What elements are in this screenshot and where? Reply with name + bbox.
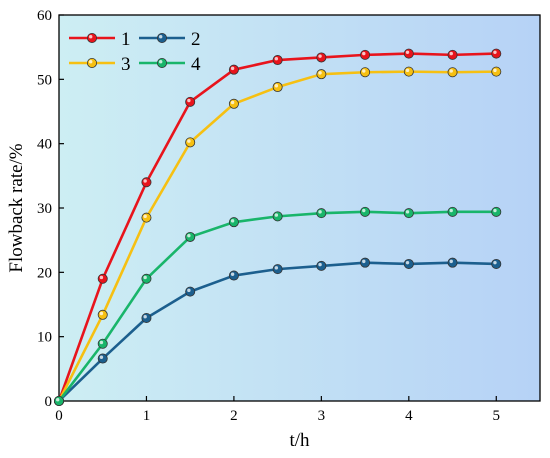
x-tick-label: 2 [230,408,238,424]
data-point [141,177,152,188]
data-point [228,217,239,228]
legend-marker [156,33,167,44]
y-tick-label: 40 [37,137,52,153]
legend-label: 4 [191,54,201,75]
legend-item-1: 1 [69,29,131,50]
data-point [447,49,458,60]
data-point [185,96,196,107]
x-tick-label: 3 [318,408,326,424]
x-tick-label: 1 [143,408,151,424]
legend-marker [87,58,98,69]
y-axis-title: Flowback rate/% [6,143,27,272]
y-tick-label: 10 [37,330,52,346]
legend: 1 2 3 4 [69,29,201,75]
data-point [403,48,414,59]
data-point [491,206,502,217]
legend-marker [87,33,98,44]
data-point [360,49,371,60]
data-point [491,48,502,59]
data-point [97,273,108,284]
legend-label: 3 [121,54,131,75]
legend-item-2: 2 [139,29,201,50]
data-point [447,257,458,268]
y-tick-label: 20 [37,265,52,281]
y-tick-label: 50 [37,72,52,88]
data-point [228,98,239,109]
data-point [185,231,196,242]
data-point [97,353,108,364]
x-tick-label: 5 [493,408,501,424]
y-tick-label: 0 [45,394,53,410]
data-point [141,212,152,223]
legend-label: 2 [191,29,201,50]
x-axis-title: t/h [289,430,310,451]
data-point [97,338,108,349]
data-point [272,211,283,222]
y-tick-label: 30 [37,201,52,217]
data-point [141,313,152,324]
series-layer [54,48,502,406]
data-point [447,206,458,217]
data-point [185,286,196,297]
series-4 [54,206,502,406]
x-tick-label: 4 [405,408,413,424]
data-point [185,137,196,148]
data-point [447,67,458,78]
data-point [403,208,414,219]
series-1 [54,48,502,406]
data-point [141,273,152,284]
x-tick-label: 0 [55,408,63,424]
data-point [316,52,327,63]
data-point [316,69,327,80]
legend-marker [156,58,167,69]
legend-item-4: 4 [139,54,201,75]
data-point [228,270,239,281]
y-tick-label: 60 [37,8,52,24]
data-point [97,309,108,320]
data-point [228,64,239,75]
data-point [491,66,502,77]
data-point [360,206,371,217]
data-point [316,260,327,271]
data-point [360,257,371,268]
data-point [403,66,414,77]
data-point [316,208,327,219]
legend-item-3: 3 [69,54,131,75]
data-point [272,82,283,93]
data-point [272,264,283,275]
data-point [403,258,414,269]
data-point [54,395,65,406]
data-point [360,67,371,78]
data-point [272,55,283,66]
legend-label: 1 [121,29,131,50]
data-point [491,258,502,269]
